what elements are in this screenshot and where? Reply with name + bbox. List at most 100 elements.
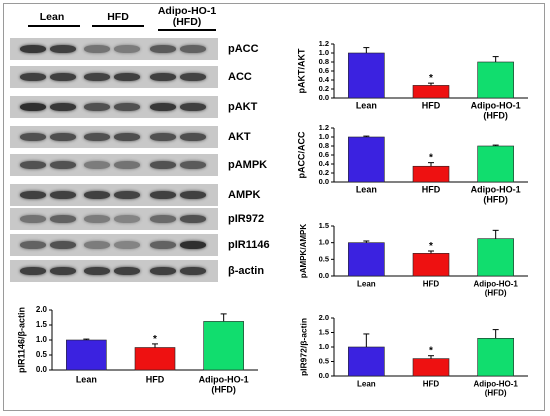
blot-strip bbox=[10, 260, 218, 282]
blot-band bbox=[20, 215, 46, 223]
blot-group-line-adipo bbox=[158, 29, 216, 31]
blot-band bbox=[20, 267, 46, 275]
y-tick-label: 0.4 bbox=[319, 159, 330, 168]
y-tick-label: 1.0 bbox=[319, 342, 329, 351]
y-tick-label: 0.0 bbox=[319, 271, 329, 280]
blot-strip bbox=[10, 126, 218, 148]
x-category-label: Lean bbox=[357, 280, 376, 289]
blot-group-line-hfd bbox=[92, 25, 144, 27]
x-category-label: HFD bbox=[423, 380, 440, 389]
blot-band bbox=[84, 267, 110, 275]
y-tick-label: 1.5 bbox=[319, 327, 329, 336]
y-tick-label: 0.5 bbox=[319, 356, 329, 365]
y-tick-label: 1.0 bbox=[319, 238, 329, 247]
y-tick-label: 1.5 bbox=[319, 221, 329, 230]
x-category-label: HFD bbox=[422, 100, 441, 110]
y-tick-label: 0.0 bbox=[319, 371, 329, 380]
blot-band bbox=[180, 267, 206, 275]
y-tick-label: 0.0 bbox=[319, 177, 329, 186]
blot-band bbox=[20, 45, 46, 53]
y-axis-label: pIR1146/β-actin bbox=[16, 307, 26, 373]
blot-band bbox=[150, 191, 176, 199]
blot-band bbox=[84, 103, 110, 111]
blot-strip bbox=[10, 66, 218, 88]
significance-marker: * bbox=[429, 153, 433, 164]
blot-band bbox=[180, 191, 206, 199]
bar bbox=[348, 136, 385, 183]
blot-band bbox=[150, 73, 176, 81]
blot-band bbox=[150, 133, 176, 141]
blot-group-line-lean bbox=[28, 25, 80, 27]
blot-band bbox=[20, 191, 46, 199]
blot-band bbox=[84, 133, 110, 141]
blot-band bbox=[114, 45, 140, 53]
y-tick-label: 0.4 bbox=[319, 75, 330, 84]
x-category-label: (HFD) bbox=[483, 194, 508, 204]
blot-band bbox=[150, 267, 176, 275]
blot-band bbox=[114, 161, 140, 169]
x-category-label: HFD bbox=[423, 280, 440, 289]
chart-pampk-ampk: pAMPK/AMPK 0.0 0.5 1.0 1.5 Lean * HFD Adipo-HO-1… bbox=[299, 221, 528, 298]
blot-band bbox=[150, 103, 176, 111]
bar bbox=[66, 339, 107, 371]
blot-band bbox=[50, 161, 76, 169]
y-axis-label: pAKT/AKT bbox=[296, 48, 306, 93]
blot-band bbox=[84, 241, 110, 249]
blot-band bbox=[114, 191, 140, 199]
bar bbox=[348, 242, 385, 277]
x-category-label: Adipo-HO-1 bbox=[473, 280, 518, 289]
blot-group-lean: Lean bbox=[39, 11, 65, 23]
figure-frame bbox=[3, 3, 545, 411]
blot-band bbox=[84, 215, 110, 223]
blot-strip bbox=[10, 234, 218, 256]
blot-band bbox=[20, 103, 46, 111]
blot-strip bbox=[10, 38, 218, 60]
bar bbox=[477, 238, 514, 277]
y-tick-label: 0.6 bbox=[319, 150, 329, 159]
y-axis-label: pACC/ACC bbox=[296, 131, 306, 178]
chart-pir972-beta-actin: pIR972/β-actin 0.0 0.5 1.0 1.5 2.0 Lean * HFD Adi… bbox=[298, 313, 528, 398]
blot-band bbox=[50, 73, 76, 81]
blot-band bbox=[150, 45, 176, 53]
blot-band bbox=[150, 161, 176, 169]
blot-strip bbox=[10, 96, 218, 118]
blot-band bbox=[84, 191, 110, 199]
blot-band bbox=[50, 241, 76, 249]
blot-band bbox=[114, 215, 140, 223]
blot-band bbox=[180, 161, 206, 169]
y-tick-label: 1.0 bbox=[319, 132, 329, 141]
blot-band bbox=[50, 103, 76, 111]
x-category-label: (HFD) bbox=[485, 389, 507, 398]
significance-marker: * bbox=[153, 334, 157, 345]
x-category-label: (HFD) bbox=[211, 384, 236, 394]
y-tick-label: 0.6 bbox=[319, 66, 329, 75]
y-tick-label: 2.0 bbox=[319, 313, 329, 322]
blot-strip bbox=[10, 208, 218, 230]
x-category-label: Adipo-HO-1 bbox=[471, 100, 521, 110]
bar bbox=[477, 337, 514, 377]
blot-band bbox=[84, 161, 110, 169]
blot-row-label: AKT bbox=[228, 131, 251, 143]
blot-band bbox=[84, 73, 110, 81]
bar bbox=[203, 321, 244, 371]
blot-band bbox=[180, 103, 206, 111]
blot-group-adipo: Adipo-HO-1 (HFD) bbox=[157, 5, 217, 28]
blot-band bbox=[114, 73, 140, 81]
blot-band bbox=[20, 133, 46, 141]
x-category-label: HFD bbox=[422, 184, 441, 194]
bar bbox=[134, 347, 176, 371]
y-tick-label: 1.0 bbox=[36, 335, 48, 344]
bar bbox=[348, 346, 385, 377]
y-tick-label: 1.5 bbox=[36, 320, 48, 329]
blot-strip bbox=[10, 154, 218, 176]
significance-marker: * bbox=[429, 241, 433, 252]
x-category-label: HFD bbox=[146, 374, 165, 384]
x-category-label: Lean bbox=[76, 374, 97, 384]
x-category-label: Adipo-HO-1 bbox=[471, 184, 521, 194]
blot-band bbox=[50, 215, 76, 223]
blot-band bbox=[84, 45, 110, 53]
blot-row-label: ACC bbox=[228, 71, 252, 83]
blot-band bbox=[20, 241, 46, 249]
chart-pir1146-beta-actin: pIR1146/β-actin 0.0 0.5 1.0 1.5 2.0 Lean * HFD Ad… bbox=[16, 305, 258, 394]
bar bbox=[412, 85, 450, 99]
